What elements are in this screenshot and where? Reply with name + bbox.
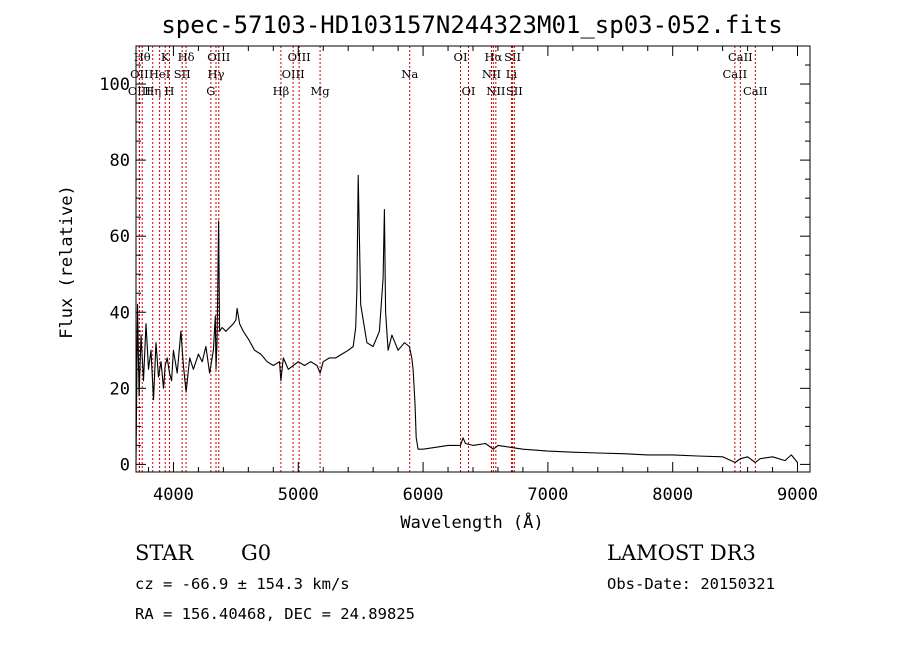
line-label-16: Na [401,67,418,81]
line-label-0: Hθ [134,50,151,64]
chart-title: spec-57103-HD103157N244323M01_sp03-052.f… [161,11,782,39]
line-label-25: CaII [722,67,747,81]
y-tick-label-2: 40 [110,303,130,323]
x-tick-label-2: 6000 [403,485,444,505]
line-label-15: Mg [311,84,331,98]
line-label-14: OIII [288,50,311,64]
line-label-3: Hη [144,84,161,98]
line-label-18: OI [462,84,476,98]
line-label-23: SII [504,50,521,64]
y-tick-label-4: 80 [110,151,130,171]
line-label-12: Hβ [273,84,290,98]
line-label-10: Hγ [208,67,225,81]
y-axis-label: Flux (relative) [57,185,77,339]
line-label-26: CaII [728,50,753,64]
y-tick-label-3: 60 [110,227,130,247]
x-tick-label-3: 7000 [527,485,568,505]
line-label-13: OIII [282,67,305,81]
y-axis-ticks: 0 20 40 60 80 100 [99,45,810,475]
line-label-27: CaII [743,84,768,98]
line-label-8: Hδ [178,50,195,64]
x-axis-ticks: 4000 5000 6000 7000 8000 9000 [147,46,818,505]
redshift-readout: cz = -66.9 ± 154.3 km/s [135,575,350,593]
x-axis-label: Wavelength (Å) [400,511,543,533]
spectrum-line [135,174,798,465]
line-label-9: G [206,84,215,98]
line-label-5: K [161,50,170,64]
object-class: STAR [135,541,194,565]
line-label-20: Hα [484,50,502,64]
x-tick-label-1: 5000 [278,485,319,505]
y-tick-label-5: 100 [99,75,130,95]
survey-name: LAMOST DR3 [607,541,756,565]
line-label-17: OI [454,50,468,64]
x-tick-label-4: 8000 [652,485,693,505]
coordinates-readout: RA = 156.40468, DEC = 24.89825 [135,605,415,623]
obs-date: Obs-Date: 20150321 [607,575,775,593]
spectrum-series [135,174,798,465]
x-tick-label-5: 9000 [777,485,818,505]
y-tick-label-1: 20 [110,379,130,399]
line-label-7: SII [174,67,191,81]
line-label-2: OIII [128,84,151,98]
line-label-21: NII [486,84,505,98]
line-label-22: Li [506,67,518,81]
plot-frame [135,45,811,473]
line-label-4: HeI [149,67,170,81]
line-label-24: SII [506,84,523,98]
spectral-line-markers: HθOIIOIIIHηHeIKHSIIHδGHγOIIIHβOIIIOIIIMg… [128,46,768,472]
line-label-19: NII [482,67,501,81]
object-subclass: G0 [241,541,271,565]
y-tick-label-0: 0 [120,455,130,475]
line-label-6: H [164,84,174,98]
line-label-11: OIII [207,50,230,64]
x-tick-label-0: 4000 [153,485,194,505]
